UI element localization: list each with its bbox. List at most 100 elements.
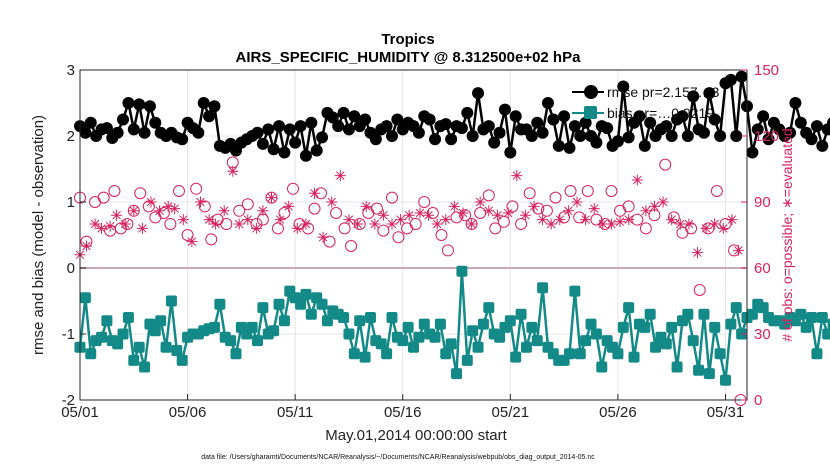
obs-evaluated-point [386, 218, 398, 230]
bias-point [445, 338, 457, 350]
bias-point [590, 328, 602, 340]
bias-point [434, 318, 446, 330]
rmse-point [488, 136, 501, 149]
rmse-point [342, 123, 355, 136]
obs-evaluated-point [343, 214, 355, 226]
obs-evaluated-point [96, 222, 107, 234]
obs-evaluated-point [377, 209, 389, 221]
bias-point [225, 335, 237, 347]
obs-possible-point [338, 222, 351, 235]
obs-possible-point [142, 200, 155, 213]
obs-evaluated-point [423, 209, 435, 221]
bias-point [295, 298, 307, 310]
rmse-point [133, 98, 146, 111]
bias-point [316, 298, 328, 310]
obs-evaluated-point [360, 200, 372, 212]
legend-bias-label: bias pr=…0.9219 [607, 105, 714, 121]
obs-possible-point [622, 200, 635, 213]
obs-evaluated-point [89, 218, 101, 230]
obs-evaluated-point [466, 218, 478, 230]
obs-possible-point [181, 229, 194, 241]
obs-possible-point [489, 222, 502, 235]
rmse-point [412, 126, 425, 139]
obs-possible-point [441, 244, 454, 257]
obs-evaluated-point [104, 220, 116, 232]
rmse-point [423, 113, 436, 126]
bias-point [85, 348, 97, 360]
rmse-point [461, 106, 474, 119]
rmse-point [197, 97, 210, 109]
obs-evaluated-point [242, 214, 254, 226]
rmse-point [805, 133, 818, 146]
bias-point [795, 308, 807, 320]
x-axis: 05/01 05/06 05/11 05/16 05/21 05/26 05/31 [61, 394, 744, 421]
bias-point [364, 312, 376, 323]
bias-point [757, 302, 769, 314]
bias-point [811, 348, 823, 360]
bias-point [139, 361, 151, 373]
bias-point [574, 348, 586, 360]
obs-possible-point [287, 182, 300, 195]
bias-point [644, 308, 656, 320]
plot-frame [79, 69, 748, 401]
rmse-point [429, 133, 442, 146]
bias-point [703, 368, 715, 380]
rmse-point [283, 123, 296, 136]
bias-point [268, 325, 280, 337]
obs-evaluated-point [186, 236, 198, 248]
obs-possible-point [330, 207, 343, 219]
obs-evaluated-point [502, 207, 514, 219]
obs-evaluated-point [717, 222, 729, 234]
rmse-point [574, 130, 587, 142]
bias-point [246, 321, 258, 333]
bias-point [117, 328, 129, 340]
bias-point [709, 321, 721, 333]
obs-evaluated-point [369, 218, 381, 230]
bias-point [515, 308, 527, 320]
obs-possible-point [172, 185, 185, 197]
rmse-point [143, 100, 156, 113]
bias-point [112, 338, 124, 350]
rmse-point [310, 144, 323, 157]
obs-evaluated-point [81, 240, 92, 252]
x-tick-label: 05/26 [599, 404, 637, 421]
bias-point [278, 315, 290, 327]
rmse-point [617, 80, 630, 93]
y-tick-label-left: 3 [67, 62, 75, 79]
rmse-point [703, 87, 716, 100]
bias-point [526, 321, 538, 333]
y-tick-label-left: 0 [67, 260, 75, 277]
bias-point [682, 308, 694, 320]
rmse-point [482, 120, 495, 133]
bias-point [397, 335, 409, 347]
rmse-point [789, 97, 802, 109]
obs-possible-point [573, 211, 586, 224]
rmse-point [724, 73, 737, 86]
obs-possible-point [323, 235, 336, 248]
y-tick-label-left: -1 [62, 326, 75, 343]
rmse-point [385, 130, 398, 142]
bias-point [160, 341, 172, 353]
obs-possible-point [667, 211, 680, 224]
obs-evaluated-point [649, 200, 660, 212]
rmse-point [391, 113, 404, 126]
rmse-point [100, 122, 113, 135]
rmse-point [547, 113, 560, 126]
obs-possible-point [308, 202, 321, 215]
obs-evaluated-point [623, 214, 635, 226]
rmse-point [466, 130, 479, 142]
bias-point [520, 341, 532, 353]
rmse-point [611, 135, 624, 148]
obs-evaluated-point [128, 205, 140, 217]
obs-evaluated-point [732, 244, 744, 256]
obs-evaluated-point [169, 203, 181, 215]
rmse-point [299, 149, 312, 162]
obs-possible-point [409, 218, 422, 230]
rmse-point [644, 116, 657, 129]
rmse-point [601, 122, 614, 135]
obs-evaluated-point [457, 207, 469, 219]
obs-possible-point [558, 211, 571, 224]
obs-evaluated-point [233, 218, 245, 230]
obs-evaluated-point [352, 218, 364, 230]
